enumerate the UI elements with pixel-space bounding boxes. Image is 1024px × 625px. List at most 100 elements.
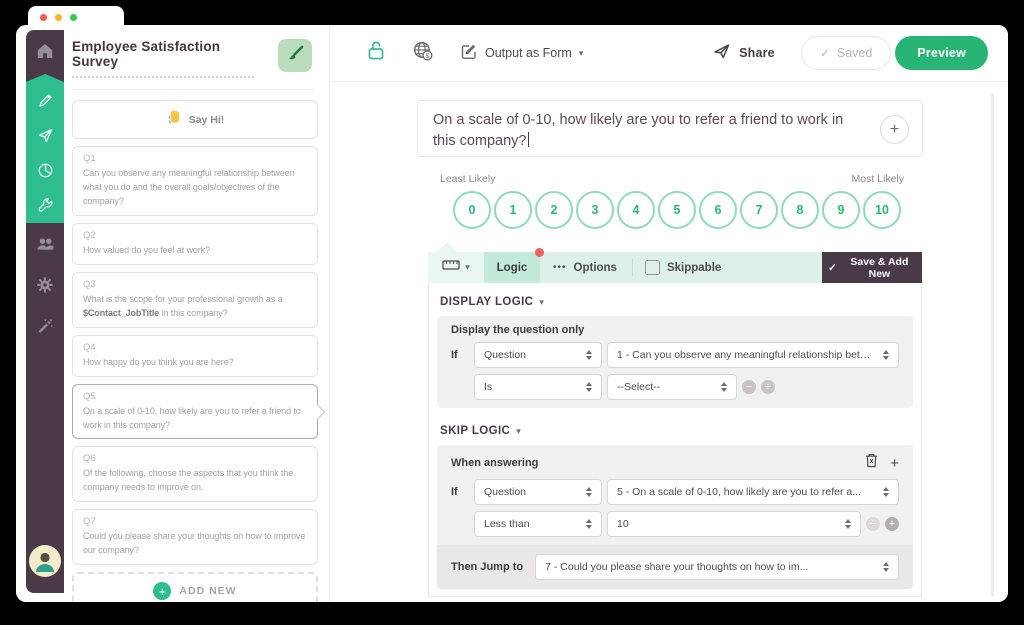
scale-option-4[interactable]: 4 <box>617 191 655 229</box>
scale-option-7[interactable]: 7 <box>740 191 778 229</box>
add-condition-button[interactable]: + <box>885 517 899 531</box>
plus-icon: + <box>153 582 172 601</box>
value-select[interactable]: --Select-- <box>607 374 737 400</box>
nav-contacts[interactable] <box>26 235 64 257</box>
skippable-checkbox[interactable] <box>644 260 660 275</box>
question-card-q6[interactable]: Q6 Of the following, choose the aspects … <box>72 446 318 503</box>
theme-brush-button[interactable] <box>278 39 312 72</box>
skip-logic-title: SKIP LOGIC <box>440 425 511 437</box>
browser-tab <box>28 6 124 28</box>
question-number: Q3 <box>83 278 96 290</box>
add-new-label: ADD NEW <box>179 585 237 598</box>
select-arrows-icon <box>883 350 889 360</box>
tabbar-divider <box>631 259 633 276</box>
operator-select[interactable]: Is <box>474 374 602 400</box>
condition-type-select[interactable]: Question <box>474 479 602 505</box>
edit-icon <box>460 42 478 65</box>
nav-build-group <box>26 74 64 223</box>
scrollbar[interactable] <box>991 93 994 597</box>
question-card-q5-active[interactable]: Q5 On a scale of 0-10, how likely are yo… <box>72 383 325 440</box>
scale-option-8[interactable]: 8 <box>781 191 819 229</box>
select-arrows-icon <box>586 487 592 497</box>
language-currency-button[interactable]: $ <box>412 40 434 67</box>
tab-options[interactable]: ••• Options <box>540 252 632 283</box>
maximize-window-dot[interactable] <box>70 13 77 21</box>
chevron-down-icon: ▾ <box>539 296 545 307</box>
add-variable-button[interactable]: + <box>880 115 909 144</box>
value-select[interactable]: 10 <box>607 511 861 537</box>
pencil-icon <box>37 92 54 114</box>
scale-option-6[interactable]: 6 <box>699 191 737 229</box>
jump-target-select[interactable]: 7 - Could you please share your thoughts… <box>535 554 899 580</box>
remove-condition-button[interactable]: − <box>742 380 756 394</box>
share-plane-icon <box>712 41 731 65</box>
svg-text:$: $ <box>426 52 430 59</box>
skip-logic-box: When answering + If Question <box>437 445 913 545</box>
nav-settings[interactable] <box>26 276 64 298</box>
skippable-toggle[interactable]: Skippable <box>633 252 733 283</box>
question-card-q2[interactable]: Q2 How valued do you feel at work? <box>72 222 318 265</box>
add-rule-button[interactable]: + <box>890 454 899 472</box>
question-card-q3[interactable]: Q3 What is the scope for your profession… <box>72 271 318 328</box>
close-window-dot[interactable] <box>40 13 47 21</box>
tab-logic[interactable]: Logic <box>484 248 544 283</box>
scale-option-9[interactable]: 9 <box>822 191 860 229</box>
nav-share[interactable] <box>36 127 54 149</box>
select-arrows-icon <box>883 487 889 497</box>
delete-rule-button[interactable] <box>865 453 878 473</box>
globe-currency-icon: $ <box>412 40 434 67</box>
condition-question-select[interactable]: 5 - On a scale of 0-10, how likely are y… <box>607 479 899 505</box>
question-card-q1[interactable]: Q1 Can you observe any meaningful relati… <box>72 146 318 216</box>
question-type-dropdown[interactable]: ▾ <box>428 252 484 283</box>
add-condition-button[interactable]: + <box>761 380 775 394</box>
scale-option-0[interactable]: 0 <box>453 191 491 229</box>
nav-sidebar <box>26 30 64 593</box>
send-icon <box>37 127 54 149</box>
scale-option-2[interactable]: 2 <box>535 191 573 229</box>
question-text-editor[interactable]: On a scale of 0-10, how likely are you t… <box>417 100 923 157</box>
scale-option-5[interactable]: 5 <box>658 191 696 229</box>
share-button[interactable]: Share <box>712 41 775 65</box>
remove-condition-button[interactable]: − <box>866 517 880 531</box>
select-arrows-icon <box>586 519 592 529</box>
question-card-q4[interactable]: Q4 How happy do you think you are here? <box>72 334 318 377</box>
scale-option-10[interactable]: 10 <box>863 191 901 229</box>
save-add-new-button[interactable]: ✓ Save & Add New <box>822 252 922 283</box>
condition-question-select[interactable]: 1 - Can you observe any meaningful relat… <box>607 342 899 368</box>
nav-build[interactable] <box>36 94 54 112</box>
user-avatar[interactable] <box>29 545 61 577</box>
output-as-form-dropdown[interactable]: Output as Form ▾ <box>460 42 583 65</box>
operator-select[interactable]: Less than <box>474 511 602 537</box>
scale-option-1[interactable]: 1 <box>494 191 532 229</box>
condition-type-select[interactable]: Question <box>474 342 602 368</box>
nav-integrations[interactable] <box>36 197 54 219</box>
question-number: Q5 <box>83 390 96 402</box>
preview-button[interactable]: Preview <box>895 36 988 70</box>
nav-home[interactable] <box>26 42 64 64</box>
scale-option-3[interactable]: 3 <box>576 191 614 229</box>
tab-logic-label: Logic <box>496 261 528 274</box>
app-window: Employee Satisfaction Survey Say Hi! Q1 … <box>16 25 1008 602</box>
question-number: Q6 <box>83 453 96 465</box>
nav-results[interactable] <box>36 163 54 182</box>
display-logic-header[interactable]: DISPLAY LOGIC ▾ <box>440 296 913 308</box>
unlock-icon <box>366 40 386 66</box>
question-number: Q4 <box>83 341 96 353</box>
nav-customize[interactable] <box>26 317 64 339</box>
wrench-icon <box>37 197 54 219</box>
saved-label: Saved <box>836 46 873 60</box>
saved-status-pill[interactable]: ✓ Saved <box>800 36 892 70</box>
unlock-button[interactable] <box>366 40 386 66</box>
select-arrows-icon <box>845 519 851 529</box>
welcome-card[interactable]: Say Hi! <box>72 100 318 139</box>
minimize-window-dot[interactable] <box>55 13 62 21</box>
add-new-question-button[interactable]: + ADD NEW <box>72 572 318 602</box>
survey-title-input[interactable]: Employee Satisfaction Survey <box>72 39 254 78</box>
select-arrows-icon <box>586 350 592 360</box>
question-card-q7[interactable]: Q7 Could you please share your thoughts … <box>72 509 318 566</box>
skip-logic-header[interactable]: SKIP LOGIC ▾ <box>440 425 913 437</box>
then-jump-row: Then Jump to 7 - Could you please share … <box>437 545 913 589</box>
check-icon: ✓ <box>819 46 830 60</box>
logic-panel: DISPLAY LOGIC ▾ Display the question onl… <box>428 283 922 597</box>
waving-hand-icon <box>166 109 182 130</box>
